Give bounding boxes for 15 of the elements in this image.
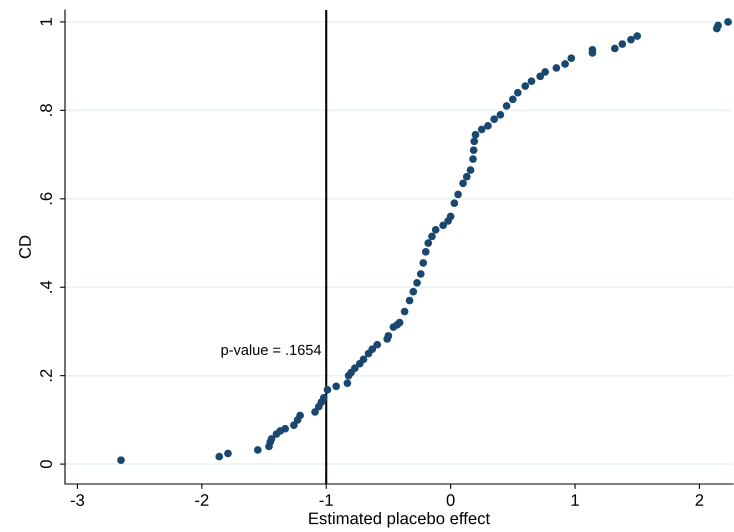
y-tick-label: .4 <box>40 280 52 293</box>
y-tick-label: 1 <box>40 18 52 26</box>
x-tick-label: -2 <box>195 494 208 506</box>
x-tick-label: -1 <box>320 494 333 506</box>
y-tick-label: 0 <box>40 460 52 468</box>
x-tick-label: 0 <box>446 494 455 506</box>
y-tick-label: .2 <box>40 370 52 382</box>
x-tick-label: 1 <box>572 494 579 506</box>
annotation: p-value = .1654 <box>222 344 322 358</box>
x-axis-title: Estimated placebo effect <box>309 512 490 528</box>
y-tick-label: .8 <box>40 104 52 116</box>
y-tick-label: .6 <box>40 192 52 204</box>
x-tick-label: 2 <box>696 494 704 506</box>
y-axis-title: CD <box>19 236 31 258</box>
x-tick-label: -3 <box>70 494 84 506</box>
